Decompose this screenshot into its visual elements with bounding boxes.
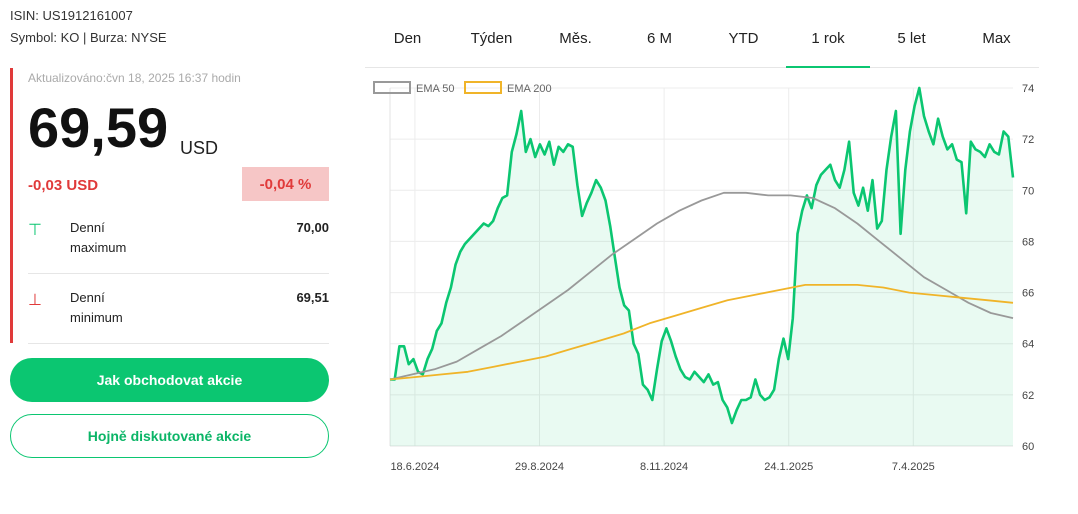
period-tabs: Den Týden Měs. 6 M YTD 1 rok 5 let Max [365,22,1039,68]
x-tick-label: 8.11.2024 [640,461,688,473]
y-tick-label: 74 [1022,83,1034,95]
price-area [390,88,1013,446]
tab-mesic[interactable]: Měs. [559,30,592,47]
y-tick-label: 60 [1022,441,1034,453]
arrow-down-icon: ⊥ [28,292,42,309]
x-tick-label: 7.4.2025 [892,461,935,473]
tab-1-rok[interactable]: 1 rok [786,22,870,68]
ema50-line [389,191,1014,381]
stat-value: 70,00 [296,220,329,235]
y-tick-label: 66 [1022,288,1034,300]
last-updated: Aktualizováno:čvn 18, 2025 16:37 hodin [28,71,241,85]
legend-label-ema50: EMA 50 [416,83,455,95]
x-tick-label: 29.8.2024 [515,461,564,473]
stat-day-high: ⊤ Denní maximum 70,00 [28,218,329,278]
stat-value: 69,51 [296,290,329,305]
ema200-line [389,284,1014,381]
tab-tyden[interactable]: Týden [470,30,513,47]
y-tick-label: 70 [1022,185,1034,197]
y-tick-label: 62 [1022,390,1034,402]
stat-label: Denní minimum [70,290,123,325]
tab-max[interactable]: Max [982,30,1011,47]
price-status-bar [10,68,13,343]
y-tick-label: 64 [1022,339,1034,351]
price-change-absolute: -0,03 USD [28,177,99,194]
tab-6m[interactable]: 6 M [646,30,672,47]
price-change-percent-badge: -0,04 % [242,167,329,201]
legend-swatch-ema200 [464,81,502,94]
legend-swatch-ema50 [373,81,411,94]
y-tick-label: 72 [1022,134,1034,146]
tab-ytd[interactable]: YTD [728,30,759,47]
x-tick-label: 24.1.2025 [764,461,813,473]
divider [28,273,329,274]
price-currency: USD [180,138,219,158]
legend-label-ema200: EMA 200 [507,83,552,95]
arrow-up-icon: ⊤ [28,222,42,239]
tab-den[interactable]: Den [393,30,422,47]
isin-label: ISIN: US1912161007 [10,8,133,23]
tab-5-let[interactable]: 5 let [897,30,926,47]
price-line [390,86,1015,425]
symbol-exchange-label: Symbol: KO | Burza: NYSE [10,30,167,45]
popular-stocks-button[interactable]: Hojně diskutované akcie [10,414,329,458]
stat-day-low: ⊥ Denní minimum 69,51 [28,288,329,348]
divider [28,343,329,344]
y-tick-label: 68 [1022,236,1034,248]
how-to-trade-button[interactable]: Jak obchodovat akcie [10,358,329,402]
current-price: 69,59 [28,96,169,159]
x-tick-label: 18.6.2024 [390,461,439,473]
stat-label: Denní maximum [70,220,127,255]
